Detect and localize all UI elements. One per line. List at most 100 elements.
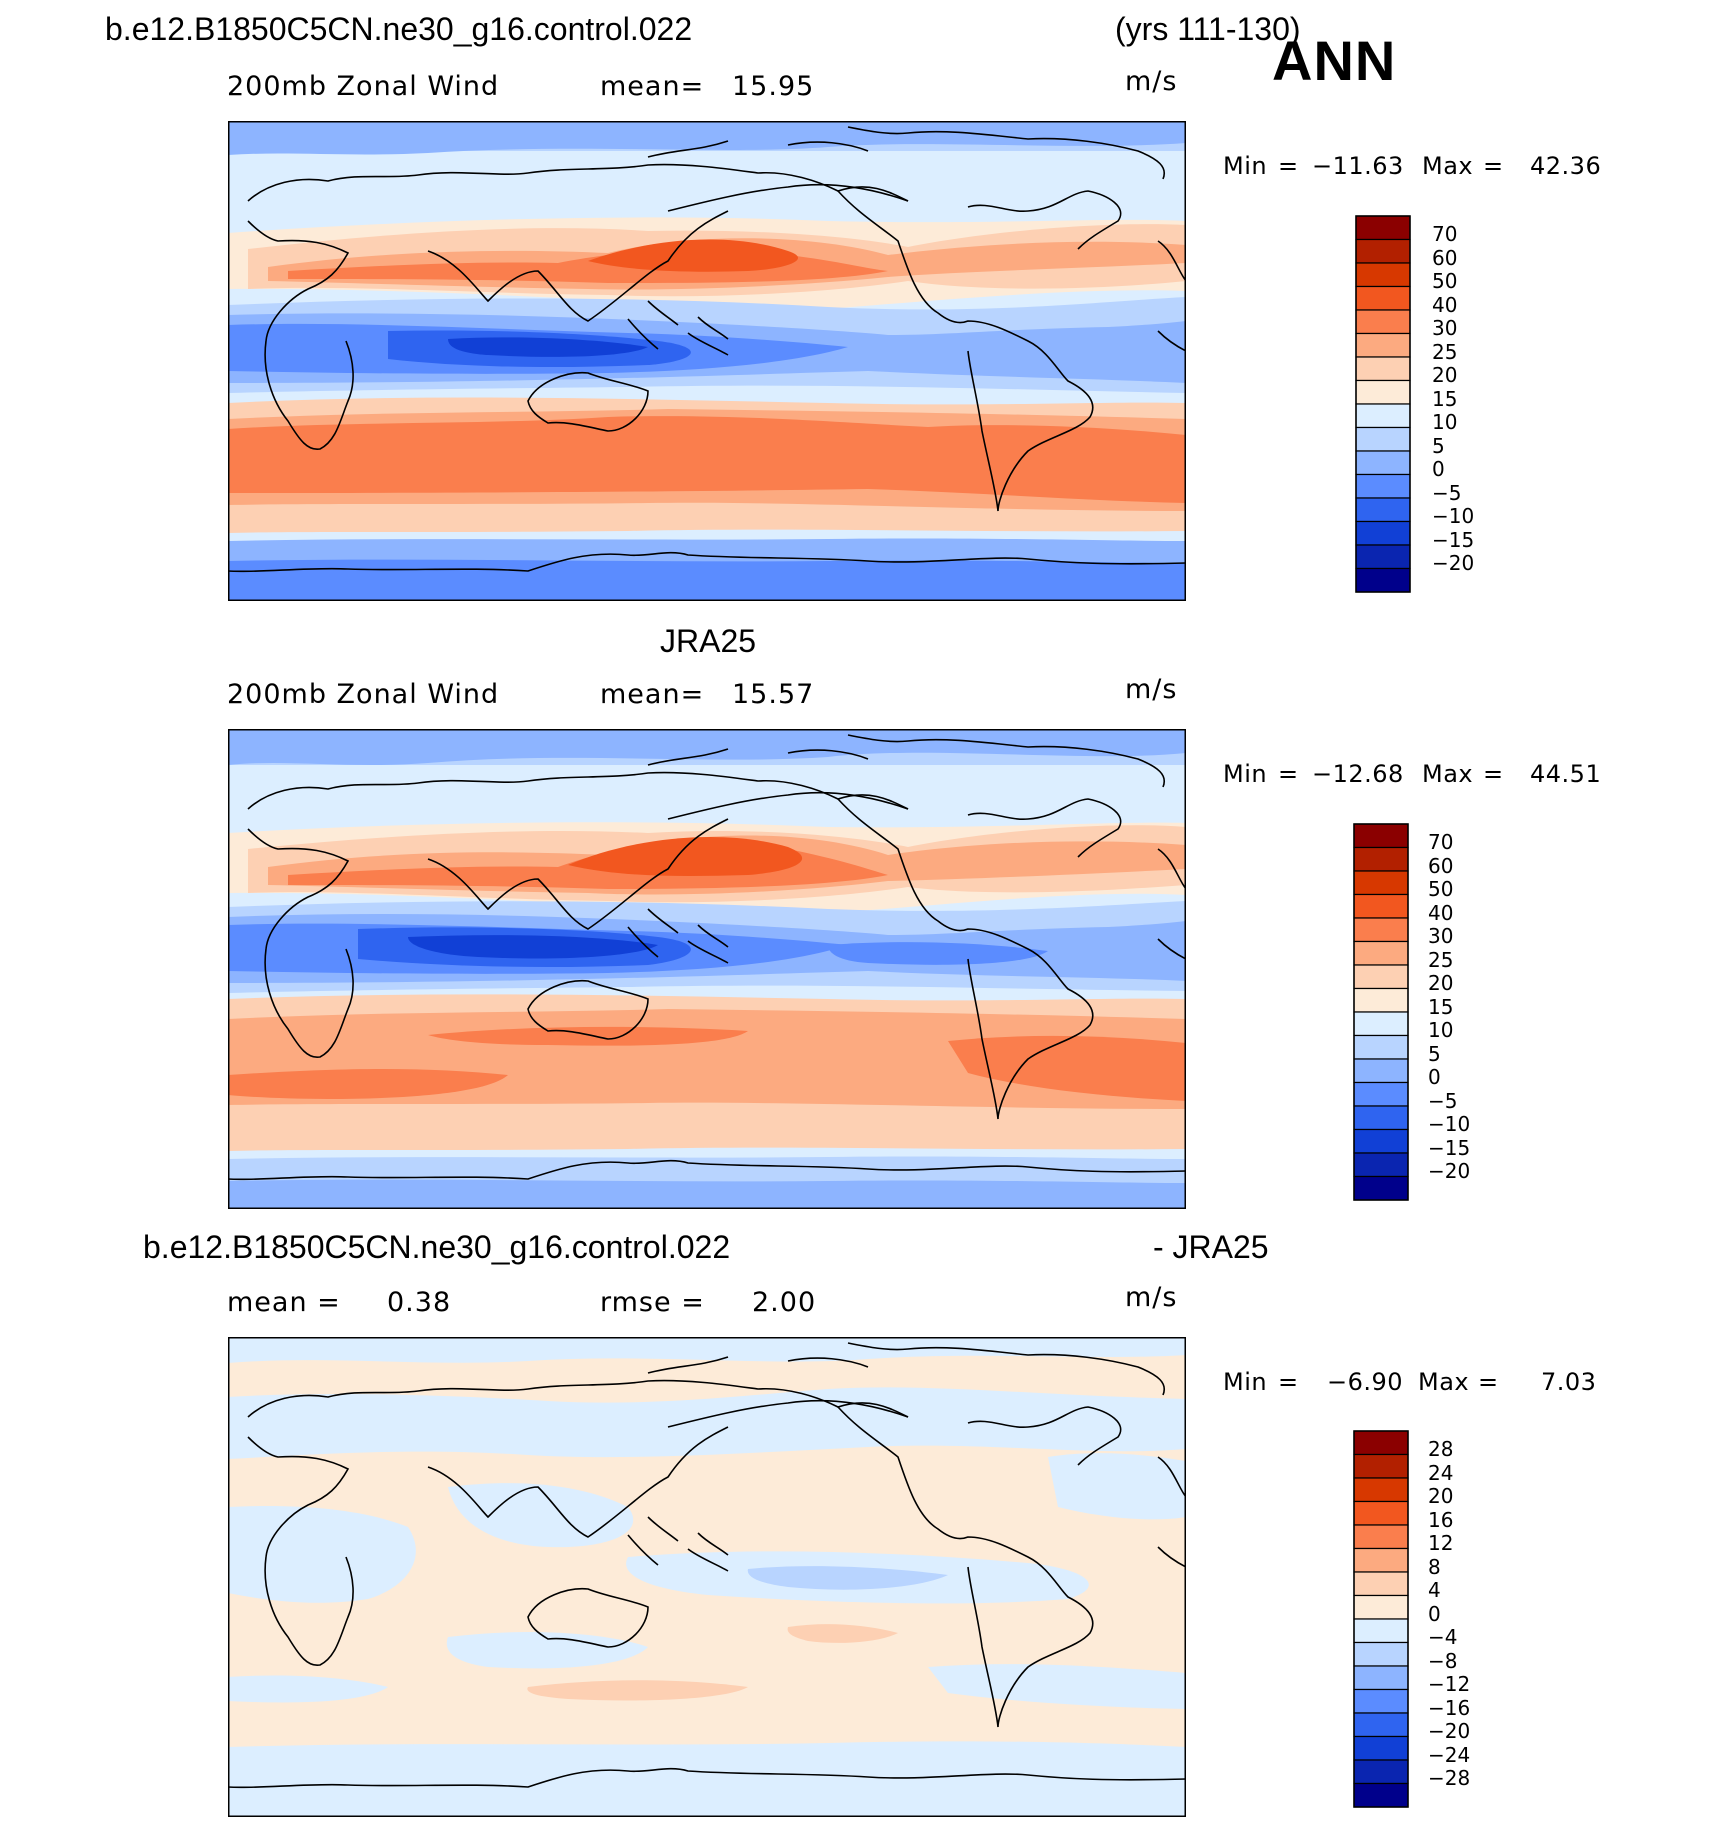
panel1-map xyxy=(228,121,1186,601)
panel3-min-label: Min xyxy=(1223,1368,1268,1396)
panel1-min-value: −11.63 xyxy=(1312,152,1404,180)
panel1-colorbar-labels: 70 60 50 40 30 25 20 15 10 5 0 −5 −10 −15 −20 xyxy=(1432,222,1512,585)
colorbar-level-label: 0 xyxy=(1432,457,1445,481)
colorbar-swatch xyxy=(1353,917,1409,943)
years-label: (yrs 111-130) xyxy=(1115,11,1301,47)
map-frame xyxy=(228,1337,1186,1817)
colorbar-level-label: 60 xyxy=(1428,853,1454,878)
panel1-mean-label: mean= xyxy=(600,71,705,102)
colorbar-level-label: 30 xyxy=(1428,924,1454,948)
colorbar-swatch xyxy=(1353,1453,1409,1479)
colorbar-swatch xyxy=(1355,379,1411,405)
colorbar-swatch xyxy=(1353,964,1409,990)
colorbar-level-label: 15 xyxy=(1428,994,1454,1019)
panel2-max-value: 44.51 xyxy=(1530,760,1602,788)
colorbar-swatch xyxy=(1355,497,1411,523)
colorbar-swatch xyxy=(1355,215,1411,241)
colorbar-level-label: −20 xyxy=(1432,551,1475,575)
colorbar-swatch xyxy=(1353,1524,1409,1550)
colorbar-level-label: −20 xyxy=(1428,1719,1471,1743)
colorbar-level-label: −20 xyxy=(1428,1159,1471,1183)
panel2-eq1: = xyxy=(1278,760,1299,788)
panel2-min-label: Min xyxy=(1223,760,1268,788)
panel2-units: m/s xyxy=(1125,674,1178,705)
colorbar-swatch xyxy=(1353,823,1409,849)
panel2-heading: JRA25 xyxy=(660,623,757,659)
colorbar-level-label: 70 xyxy=(1432,222,1458,246)
panel3-mean-label: mean = xyxy=(227,1287,341,1318)
colorbar-level-label: −4 xyxy=(1428,1625,1458,1649)
colorbar-swatch xyxy=(1353,1665,1409,1691)
colorbar-swatch xyxy=(1353,1058,1409,1084)
colorbar-level-label: 5 xyxy=(1432,433,1445,458)
colorbar-swatch xyxy=(1353,846,1409,872)
colorbar-swatch xyxy=(1355,473,1411,499)
colorbar-swatch xyxy=(1353,1594,1409,1620)
colorbar-level-label: −15 xyxy=(1432,527,1475,552)
colorbar-level-label: 0 xyxy=(1428,1065,1441,1089)
colorbar-level-label: −5 xyxy=(1432,480,1462,505)
panel3-heading-left: b.e12.B1850C5CN.ne30_g16.control.022 xyxy=(143,1229,731,1265)
colorbar-level-label: 20 xyxy=(1432,363,1458,387)
panel3-max-label: Max xyxy=(1418,1368,1470,1396)
colorbar-level-label: 4 xyxy=(1428,1578,1441,1602)
colorbar-swatch xyxy=(1353,870,1409,896)
colorbar-swatch xyxy=(1355,356,1411,382)
season-label: ANN xyxy=(1272,29,1397,92)
colorbar-swatch xyxy=(1353,1081,1409,1107)
panel1-max-value: 42.36 xyxy=(1530,152,1602,180)
colorbar-frame xyxy=(1353,823,1409,1201)
panel1-eq1: = xyxy=(1278,152,1299,180)
colorbar-level-label: 30 xyxy=(1432,316,1458,340)
colorbar-swatch xyxy=(1353,987,1409,1013)
panel2-mean-value: 15.57 xyxy=(732,679,815,710)
colorbar-level-label: 10 xyxy=(1428,1018,1454,1042)
panel1-max-label: Max xyxy=(1422,152,1474,180)
colorbar-swatch xyxy=(1353,1500,1409,1526)
panel1-min-label: Min xyxy=(1223,152,1268,180)
map-frame xyxy=(228,121,1186,601)
panel1-mean-value: 15.95 xyxy=(732,71,815,102)
panel2-field-label: 200mb Zonal Wind xyxy=(227,679,500,710)
colorbar-swatch xyxy=(1353,1618,1409,1644)
case-title: b.e12.B1850C5CN.ne30_g16.control.022 xyxy=(105,11,693,47)
colorbar-level-label: −12 xyxy=(1428,1672,1471,1696)
colorbar-level-label: 10 xyxy=(1432,410,1458,434)
panel1-eq2: = xyxy=(1483,152,1504,180)
colorbar-level-label: 16 xyxy=(1428,1507,1454,1532)
panel2-map xyxy=(228,729,1186,1209)
colorbar-swatch xyxy=(1353,893,1409,919)
colorbar-level-label: 28 xyxy=(1428,1437,1454,1461)
panel2-colorbar xyxy=(1353,823,1409,1201)
colorbar-level-label: −10 xyxy=(1428,1112,1471,1136)
colorbar-swatch xyxy=(1353,1152,1409,1178)
colorbar-swatch xyxy=(1355,238,1411,264)
panel1-field-label: 200mb Zonal Wind xyxy=(227,71,500,102)
panel3-eq1: = xyxy=(1278,1368,1299,1396)
colorbar-level-label: 20 xyxy=(1428,971,1454,995)
colorbar-frame xyxy=(1353,1430,1409,1808)
coastlines xyxy=(228,126,1186,573)
colorbar-level-label: 12 xyxy=(1428,1531,1454,1555)
colorbar-level-label: −28 xyxy=(1428,1766,1471,1790)
colorbar-swatch xyxy=(1355,567,1411,593)
coastlines xyxy=(228,734,1186,1181)
colorbar-swatch xyxy=(1353,1175,1409,1201)
panel1-units: m/s xyxy=(1125,66,1178,97)
panel3-units: m/s xyxy=(1125,1282,1178,1313)
panel3-colorbar-labels: 28 24 20 16 12 8 4 0 −4 −8 −12 −16 −20 −24 −28 xyxy=(1428,1437,1508,1800)
colorbar-level-label: −10 xyxy=(1432,504,1475,528)
panel3-eq2: = xyxy=(1478,1368,1499,1396)
panel1-colorbar xyxy=(1355,215,1411,593)
colorbar-level-label: 40 xyxy=(1432,292,1458,317)
colorbar-swatch xyxy=(1353,1782,1409,1808)
colorbar-swatch xyxy=(1353,1759,1409,1785)
colorbar-swatch xyxy=(1355,332,1411,358)
panel2-max-label: Max xyxy=(1422,760,1474,788)
colorbar-level-label: −8 xyxy=(1428,1648,1458,1673)
colorbar-swatch xyxy=(1353,1712,1409,1738)
colorbar-level-label: 25 xyxy=(1428,947,1454,972)
colorbar-swatch xyxy=(1355,262,1411,288)
colorbar-level-label: 60 xyxy=(1432,245,1458,270)
colorbar-swatch xyxy=(1353,1105,1409,1131)
